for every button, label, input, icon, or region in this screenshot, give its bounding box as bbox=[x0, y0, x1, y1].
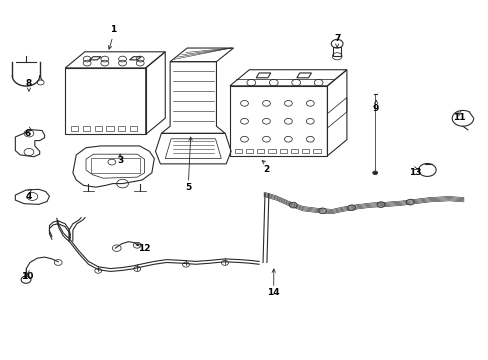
Text: 1: 1 bbox=[109, 25, 116, 34]
Text: 11: 11 bbox=[452, 113, 465, 122]
Text: 4: 4 bbox=[26, 192, 32, 201]
Text: 3: 3 bbox=[117, 156, 123, 165]
Text: 13: 13 bbox=[408, 168, 421, 177]
Text: 14: 14 bbox=[267, 288, 280, 297]
Text: 10: 10 bbox=[21, 272, 34, 281]
Text: 9: 9 bbox=[372, 104, 379, 113]
Circle shape bbox=[372, 171, 377, 175]
Text: 5: 5 bbox=[185, 183, 191, 192]
Text: 7: 7 bbox=[333, 34, 340, 43]
Text: 8: 8 bbox=[26, 79, 32, 88]
Text: 2: 2 bbox=[263, 165, 269, 174]
Text: 6: 6 bbox=[24, 129, 31, 138]
Text: 12: 12 bbox=[138, 244, 150, 253]
